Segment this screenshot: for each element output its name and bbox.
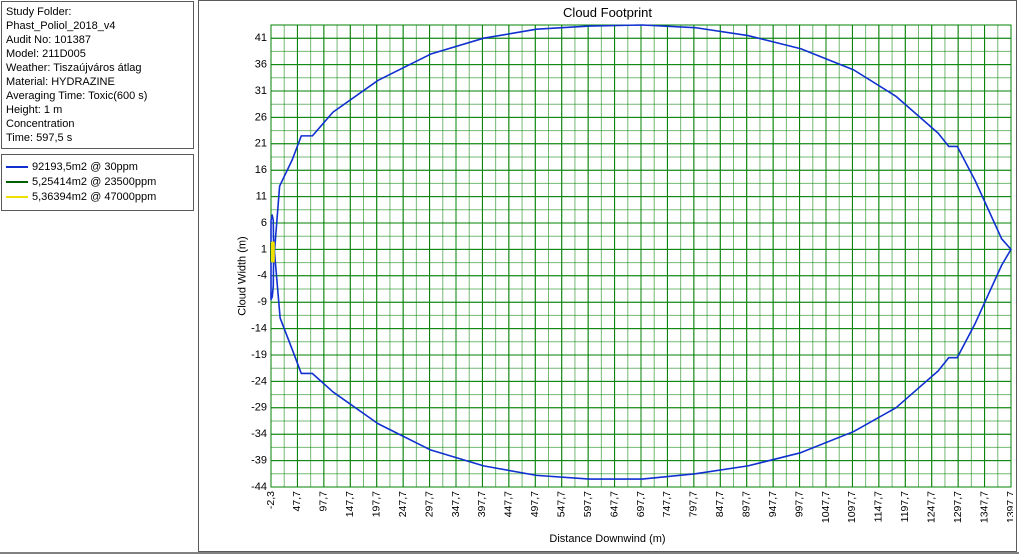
x-tick-label: 947,7	[767, 491, 779, 517]
y-tick-label: -44	[251, 481, 267, 493]
info-line: Concentration	[6, 117, 189, 131]
x-tick-label: 1097,7	[846, 491, 858, 523]
x-tick-label: 47,7	[291, 491, 303, 512]
legend-item: 5,36394m2 @ 47000ppm	[6, 190, 189, 204]
y-tick-label: -34	[251, 428, 267, 440]
x-tick-label: 1397,7	[1005, 491, 1013, 523]
x-tick-label: 297,7	[423, 491, 435, 517]
x-tick-label: 747,7	[661, 491, 673, 517]
info-line: Time: 597,5 s	[6, 131, 189, 145]
chart-panel: Cloud Footprint Cloud Width (m) Distance…	[198, 0, 1017, 552]
info-line: Weather: Tiszaújváros átlag	[6, 61, 189, 75]
info-line: Material: HYDRAZINE	[6, 75, 189, 89]
x-tick-label: -2,3	[265, 491, 277, 509]
x-tick-label: 1347,7	[978, 491, 990, 523]
x-tick-label: 347,7	[450, 491, 462, 517]
y-tick-label: -4	[257, 270, 267, 282]
x-tick-label: 1297,7	[952, 491, 964, 523]
plot-svg: -2,3 47,7 97,7 147,7 197,7 247,7 297,7 347,7 397…	[237, 23, 1013, 531]
x-tick-label: 897,7	[740, 491, 752, 517]
x-tick-label: 147,7	[344, 491, 356, 517]
info-line: Study Folder:	[6, 5, 189, 19]
info-panel: Study Folder:Phast_Poliol_2018_v4Audit N…	[1, 1, 194, 149]
y-tick-label: 16	[255, 164, 267, 176]
plot-area: Cloud Width (m) Distance Downwind (m) -2…	[199, 1, 1016, 551]
x-tick-label: 397,7	[476, 491, 488, 517]
legend-label: 92193,5m2 @ 30ppm	[32, 161, 138, 173]
info-line: Phast_Poliol_2018_v4	[6, 19, 189, 33]
app: Study Folder:Phast_Poliol_2018_v4Audit N…	[0, 0, 1019, 554]
x-tick-label: 547,7	[555, 491, 567, 517]
y-tick-label: -9	[257, 296, 267, 308]
x-tick-label: 697,7	[635, 491, 647, 517]
y-tick-label: 36	[255, 59, 267, 71]
left-column: Study Folder:Phast_Poliol_2018_v4Audit N…	[0, 0, 196, 550]
info-line: Height: 1 m	[6, 103, 189, 117]
x-tick-label: 497,7	[529, 491, 541, 517]
y-tick-label: -24	[251, 375, 267, 387]
legend-label: 5,36394m2 @ 47000ppm	[32, 191, 156, 203]
x-tick-label: 247,7	[397, 491, 409, 517]
x-tick-label: 1247,7	[925, 491, 937, 523]
y-tick-label: 1	[261, 243, 267, 255]
info-line: Averaging Time: Toxic(600 s)	[6, 89, 189, 103]
y-tick-label: -19	[251, 349, 267, 361]
legend-item: 5,25414m2 @ 23500ppm	[6, 175, 189, 189]
legend-item: 92193,5m2 @ 30ppm	[6, 160, 189, 174]
series-47000ppm	[272, 243, 274, 262]
y-tick-label: -29	[251, 402, 267, 414]
info-line: Model: 211D005	[6, 47, 189, 61]
x-tick-label: 1147,7	[873, 491, 885, 522]
y-tick-label: 21	[255, 138, 267, 150]
info-line: Audit No: 101387	[6, 33, 189, 47]
x-tick-label: 997,7	[793, 491, 805, 517]
x-tick-label: 197,7	[370, 491, 382, 517]
y-tick-label: 6	[261, 217, 267, 229]
x-tick-label: 1047,7	[820, 491, 832, 523]
legend-swatch	[6, 181, 28, 183]
x-tick-label: 447,7	[503, 491, 515, 517]
y-tick-label: -39	[251, 455, 267, 467]
y-tick-label: 31	[255, 85, 267, 97]
legend-label: 5,25414m2 @ 23500ppm	[32, 176, 156, 188]
y-tick-label: -14	[251, 323, 267, 335]
y-tick-label: 41	[255, 32, 267, 44]
x-tick-label: 1197,7	[899, 491, 911, 522]
x-tick-label: 597,7	[582, 491, 594, 517]
legend-swatch	[6, 196, 28, 198]
x-tick-label: 97,7	[318, 491, 330, 512]
legend-swatch	[6, 166, 28, 168]
x-tick-label: 797,7	[688, 491, 700, 517]
y-tick-label: 11	[256, 191, 267, 203]
legend-panel: 92193,5m2 @ 30ppm 5,25414m2 @ 23500ppm 5,3…	[1, 154, 194, 211]
x-tick-label: 647,7	[608, 491, 620, 517]
x-axis-title: Distance Downwind (m)	[199, 533, 1016, 545]
x-tick-label: 847,7	[714, 491, 726, 517]
y-tick-label: 26	[255, 111, 267, 123]
